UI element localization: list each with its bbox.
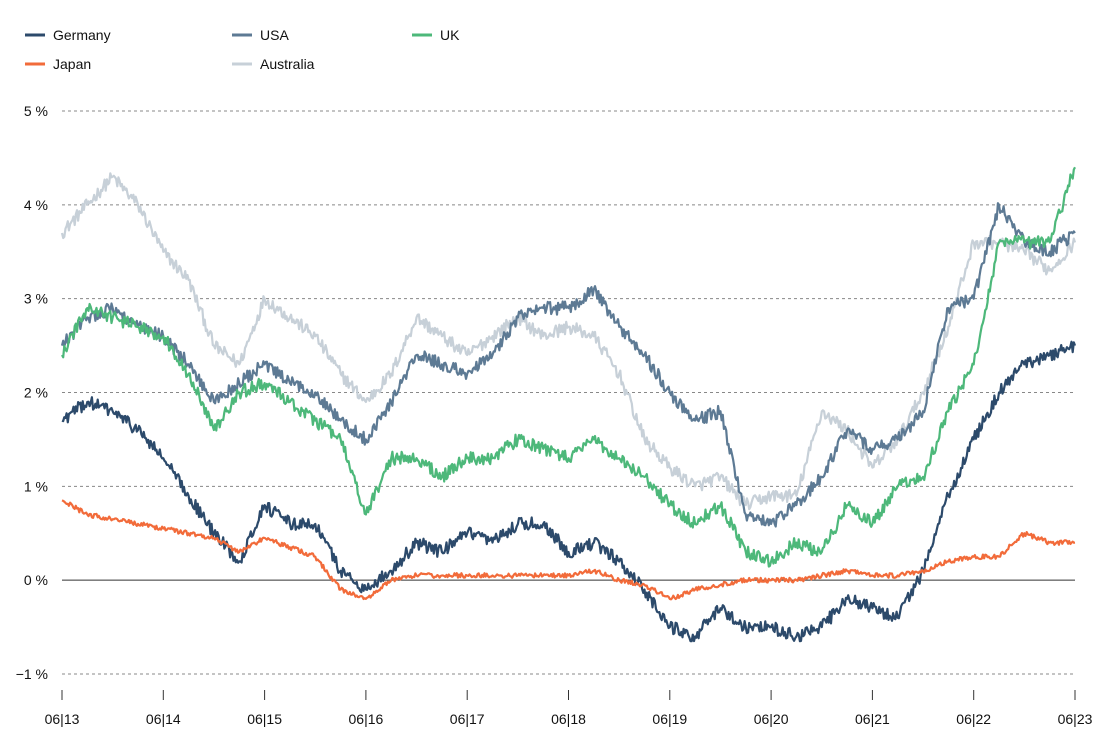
- x-tick-label: 06|16: [349, 711, 384, 727]
- series-line-uk: [61, 166, 1076, 568]
- y-tick-label: 3 %: [24, 291, 48, 307]
- grid: [62, 110, 1075, 675]
- x-axis: 06|13 06|14 06|15 06|16 06|17 06|18 06|19 06|20…: [45, 690, 1093, 727]
- legend-label-uk: UK: [440, 27, 460, 43]
- x-tick-label: 06|21: [855, 711, 890, 727]
- x-tick-label: 06|15: [247, 711, 282, 727]
- legend-label-japan: Japan: [53, 56, 91, 72]
- plot-lines: [60, 166, 1077, 643]
- legend-label-germany: Germany: [53, 27, 111, 43]
- legend-label-australia: Australia: [260, 56, 315, 72]
- series-line-japan: [61, 499, 1076, 601]
- x-tick-label: 06|13: [45, 711, 80, 727]
- legend-label-usa: USA: [260, 27, 289, 43]
- x-tick-label: 06|14: [146, 711, 181, 727]
- legend: Germany USA UK Japan Australia: [25, 27, 460, 72]
- y-tick-label: 0 %: [24, 572, 48, 588]
- x-tick-label: 06|18: [551, 711, 586, 727]
- y-tick-label: 2 %: [24, 385, 48, 401]
- x-tick-label: 06|20: [754, 711, 789, 727]
- y-tick-label: 1 %: [24, 478, 48, 494]
- y-axis: 5 % 4 % 3 % 2 % 1 % 0 % −1 %: [16, 103, 48, 682]
- x-tick-label: 06|22: [956, 711, 991, 727]
- series-line-usa: [60, 202, 1076, 528]
- series-line-australia: [60, 172, 1077, 511]
- x-tick-label: 06|23: [1058, 711, 1093, 727]
- y-tick-label: 4 %: [24, 197, 48, 213]
- x-tick-label: 06|19: [652, 711, 687, 727]
- x-tick-label: 06|17: [450, 711, 485, 727]
- y-tick-label: −1 %: [16, 666, 48, 682]
- series-line-germany: [61, 340, 1077, 643]
- y-tick-label: 5 %: [24, 103, 48, 119]
